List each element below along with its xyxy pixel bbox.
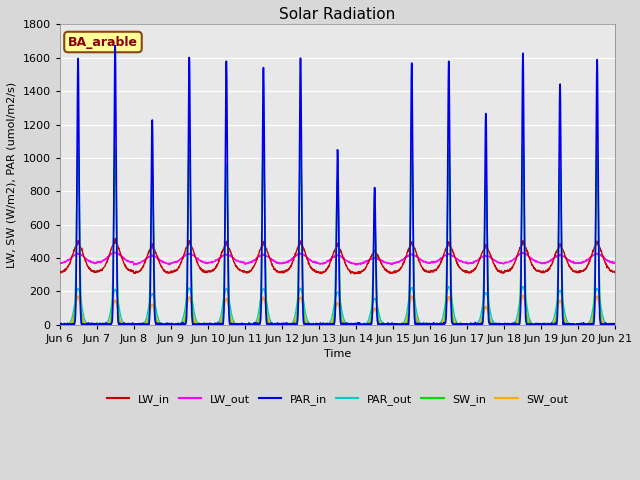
Y-axis label: LW, SW (W/m2), PAR (umol/m2/s): LW, SW (W/m2), PAR (umol/m2/s) [7, 82, 17, 267]
Title: Solar Radiation: Solar Radiation [280, 7, 396, 22]
Text: BA_arable: BA_arable [68, 36, 138, 48]
X-axis label: Time: Time [324, 349, 351, 359]
Legend: LW_in, LW_out, PAR_in, PAR_out, SW_in, SW_out: LW_in, LW_out, PAR_in, PAR_out, SW_in, S… [102, 389, 573, 409]
